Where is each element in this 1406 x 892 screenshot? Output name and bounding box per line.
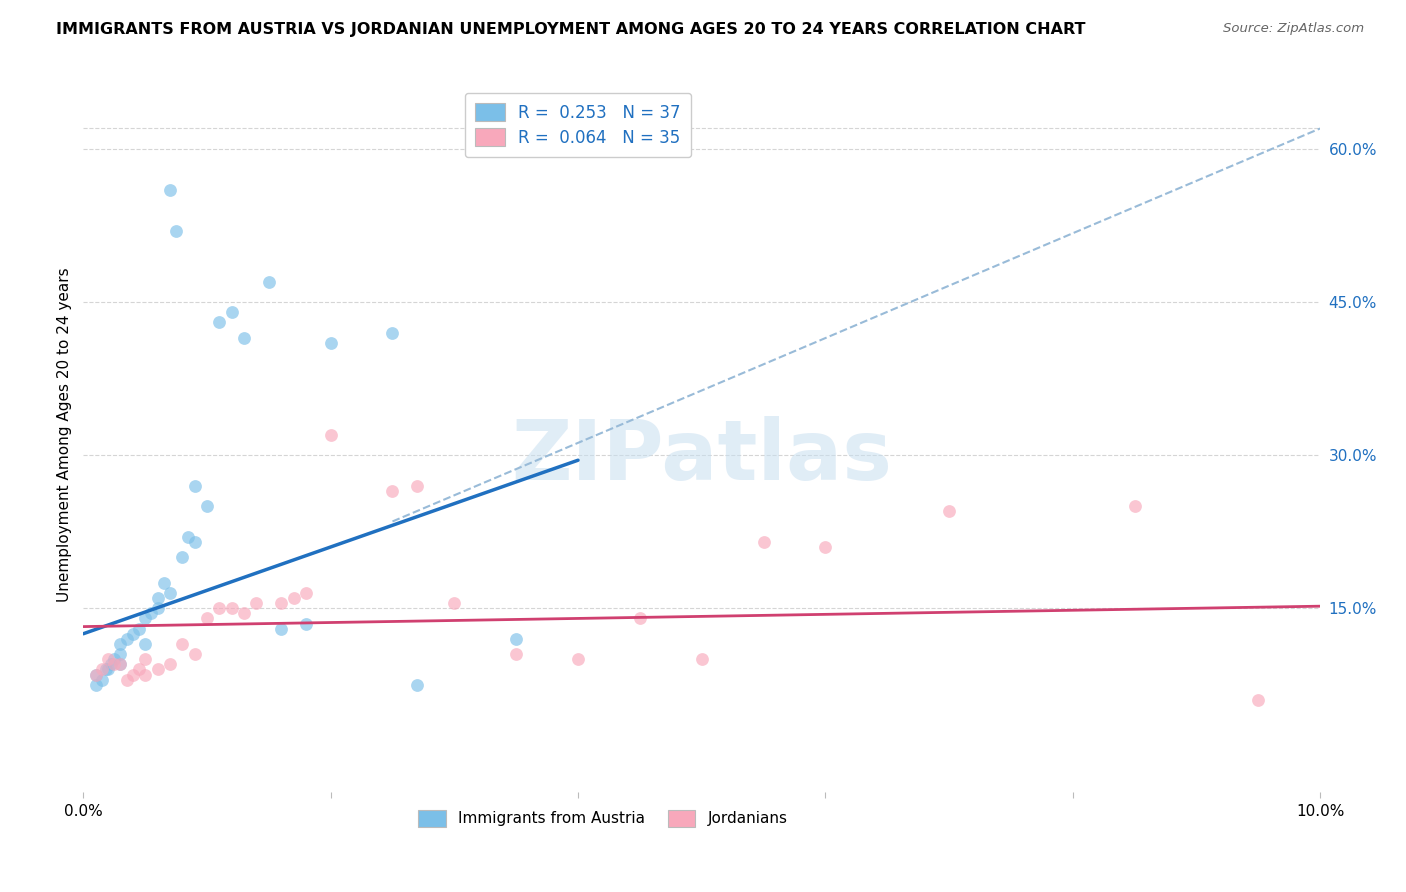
Point [84, 678, 107, 692]
Point [115, 673, 138, 687]
Point [84, 667, 107, 681]
Point [146, 663, 169, 677]
Point [90, 663, 112, 677]
Point [134, 652, 156, 666]
Point [381, 483, 404, 498]
Point [84, 667, 107, 681]
Point [406, 678, 429, 692]
Y-axis label: Unemployment Among Ages 20 to 24 years: Unemployment Among Ages 20 to 24 years [58, 268, 72, 602]
Point [233, 331, 256, 345]
Point [195, 499, 218, 513]
Point [159, 657, 181, 672]
Point [195, 611, 218, 625]
Point [103, 657, 125, 672]
Point [172, 637, 194, 651]
Point [295, 616, 318, 631]
Point [128, 663, 150, 677]
Point [110, 657, 132, 672]
Point [159, 183, 181, 197]
Point [134, 637, 156, 651]
Point [443, 596, 465, 610]
Point [567, 652, 589, 666]
Text: IMMIGRANTS FROM AUSTRIA VS JORDANIAN UNEMPLOYMENT AMONG AGES 20 TO 24 YEARS CORR: IMMIGRANTS FROM AUSTRIA VS JORDANIAN UNE… [56, 22, 1085, 37]
Point [505, 632, 527, 646]
Point [121, 667, 143, 681]
Point [177, 530, 200, 544]
Point [94, 663, 117, 677]
Point [134, 611, 156, 625]
Point [172, 550, 194, 565]
Point [208, 315, 231, 329]
Text: Source: ZipAtlas.com: Source: ZipAtlas.com [1223, 22, 1364, 36]
Point [208, 601, 231, 615]
Point [97, 652, 120, 666]
Point [146, 601, 169, 615]
Point [814, 540, 837, 554]
Point [110, 637, 132, 651]
Point [183, 479, 205, 493]
Point [628, 611, 651, 625]
Point [1123, 499, 1146, 513]
Point [103, 652, 125, 666]
Point [1247, 693, 1270, 707]
Point [110, 657, 132, 672]
Point [690, 652, 713, 666]
Point [115, 632, 138, 646]
Point [233, 607, 256, 621]
Point [319, 427, 342, 442]
Point [938, 504, 960, 518]
Point [270, 596, 292, 610]
Point [100, 657, 122, 672]
Point [152, 575, 174, 590]
Point [183, 534, 205, 549]
Point [295, 586, 318, 600]
Point [221, 305, 243, 319]
Point [183, 647, 205, 661]
Point [257, 275, 280, 289]
Point [319, 335, 342, 350]
Point [221, 601, 243, 615]
Point [90, 673, 112, 687]
Point [121, 626, 143, 640]
Legend: Immigrants from Austria, Jordanians: Immigrants from Austria, Jordanians [411, 803, 794, 834]
Point [110, 647, 132, 661]
Point [141, 607, 163, 621]
Point [245, 596, 267, 610]
Point [406, 479, 429, 493]
Point [146, 591, 169, 605]
Point [97, 663, 120, 677]
Point [128, 622, 150, 636]
Point [165, 223, 187, 237]
Point [283, 591, 305, 605]
Point [505, 647, 527, 661]
Point [752, 534, 775, 549]
Text: ZIPatlas: ZIPatlas [512, 416, 893, 497]
Point [381, 326, 404, 340]
Point [159, 586, 181, 600]
Point [270, 622, 292, 636]
Point [134, 667, 156, 681]
